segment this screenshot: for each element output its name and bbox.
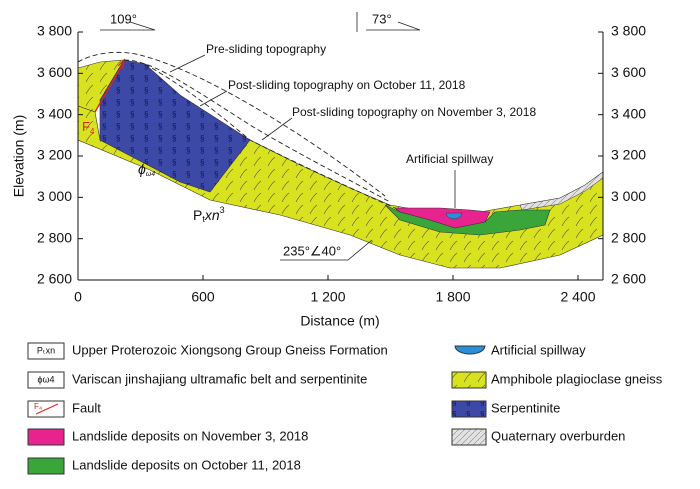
spillway-label: Artificial spillway <box>406 152 493 166</box>
legend-label: Upper Proterozoic Xiongsong Group Gneiss… <box>72 342 388 357</box>
legend-label: Landslide deposits on November 3, 2018 <box>72 428 308 443</box>
y-tick-label-left: 2 600 <box>37 271 72 287</box>
y-axis-label: Elevation (m) <box>11 115 27 197</box>
legend-icon-text: F₄ <box>34 402 42 411</box>
post-nov-label: Post-sliding topography on November 3, 2… <box>292 105 536 119</box>
phi-label: ϕω4 <box>138 161 155 178</box>
dip-left-symbol <box>100 21 156 31</box>
legend-icon <box>27 342 65 360</box>
post-oct-label: Post-sliding topography on October 11, 2… <box>228 78 466 92</box>
legend-label: Artificial spillway <box>491 342 586 357</box>
x-tick-label: 0 <box>74 289 82 305</box>
y-tick-label-right: 3 800 <box>611 23 646 39</box>
attitude-symbol <box>280 239 373 261</box>
y-tick-label-right: 3 200 <box>611 147 646 163</box>
legend-icon <box>27 428 65 446</box>
legend-label: Landslide deposits on October 11, 2018 <box>72 457 301 472</box>
y-tick-label-right: 2 600 <box>611 271 646 287</box>
dip-left: 109° <box>110 11 137 26</box>
y-tick-label-left: 3 800 <box>37 23 72 39</box>
legend-label: Serpentinite <box>491 400 560 415</box>
legend-fault-line <box>35 403 59 415</box>
ptxn-label: Ptxn3 <box>193 205 225 224</box>
legend: Pₜxn Upper Proterozoic Xiongsong Group G… <box>27 342 663 475</box>
legend-icon <box>451 428 487 446</box>
y-tick-label-right: 2 800 <box>611 229 646 245</box>
legend-icon <box>451 371 487 389</box>
x-axis-label: Distance (m) <box>300 313 379 329</box>
legend-icon <box>27 457 65 475</box>
x-tick-label: 2 400 <box>560 289 595 305</box>
pre-sliding-label: Pre-sliding topography <box>206 42 326 56</box>
legend-label: Quaternary overburden <box>491 428 625 443</box>
y-tick-label-right: 3 600 <box>611 64 646 80</box>
legend-label: Fault <box>72 400 101 415</box>
x-tick-label: 1 800 <box>435 289 470 305</box>
legend-label: Variscan jinshajiang ultramafic belt and… <box>72 371 367 386</box>
legend-icon-text: Pₜxn <box>37 345 55 355</box>
legend-icon <box>454 345 486 355</box>
spillway-shape <box>445 212 463 220</box>
leader <box>261 117 293 141</box>
post-nov-line <box>144 63 396 209</box>
legend-icon-text: ϕω4 <box>37 374 54 384</box>
cross-section <box>77 51 604 269</box>
attitude-label: 235°∠40° <box>283 243 341 258</box>
fault-line <box>94 61 125 113</box>
legend-label: Amphibole plagioclase gneiss <box>491 371 663 386</box>
landslide-nov <box>394 207 491 229</box>
leader <box>199 90 228 107</box>
dip-right-symbol <box>366 21 421 31</box>
y-tick-label-left: 3 600 <box>37 64 72 80</box>
legend-icon <box>27 371 65 389</box>
x-tick-label: 1 200 <box>310 289 345 305</box>
fault-label: F4 <box>82 119 95 136</box>
y-tick-label-right: 3 400 <box>611 105 646 121</box>
dip-right: 73° <box>372 11 392 26</box>
x-tick-label: 600 <box>191 289 215 305</box>
post-oct-line <box>123 59 391 203</box>
y-tick-label-left: 3 400 <box>37 105 72 121</box>
y-tick-label-left: 3 200 <box>37 147 72 163</box>
y-tick-label-left: 2 800 <box>37 229 72 245</box>
leader <box>169 54 206 73</box>
legend-icon <box>451 400 487 418</box>
y-tick-label-right: 3 000 <box>611 188 646 204</box>
pre-sliding-line <box>77 51 386 197</box>
y-tick-label-left: 3 000 <box>37 188 72 204</box>
